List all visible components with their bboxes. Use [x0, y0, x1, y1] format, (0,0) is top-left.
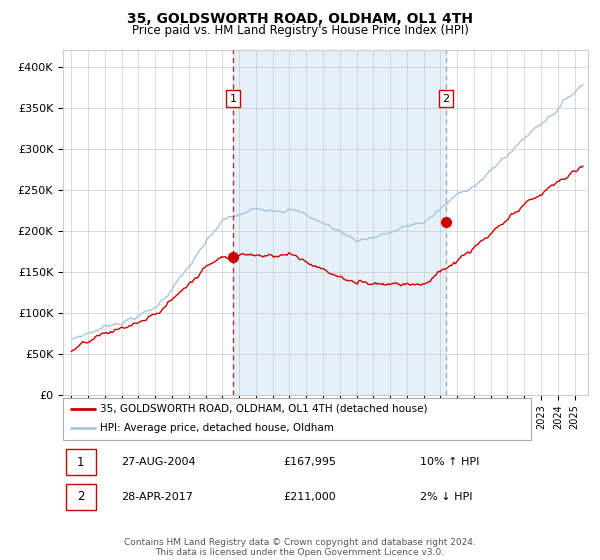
- Text: £211,000: £211,000: [284, 492, 336, 502]
- Text: Contains HM Land Registry data © Crown copyright and database right 2024.
This d: Contains HM Land Registry data © Crown c…: [124, 538, 476, 557]
- Text: 2% ↓ HPI: 2% ↓ HPI: [420, 492, 473, 502]
- Text: HPI: Average price, detached house, Oldham: HPI: Average price, detached house, Oldh…: [100, 423, 334, 433]
- Bar: [233, 50, 446, 395]
- Text: Price paid vs. HM Land Registry's House Price Index (HPI): Price paid vs. HM Land Registry's House …: [131, 24, 469, 36]
- FancyBboxPatch shape: [65, 449, 96, 475]
- Text: 35, GOLDSWORTH ROAD, OLDHAM, OL1 4TH: 35, GOLDSWORTH ROAD, OLDHAM, OL1 4TH: [127, 12, 473, 26]
- Text: 10% ↑ HPI: 10% ↑ HPI: [420, 457, 479, 467]
- Text: 35, GOLDSWORTH ROAD, OLDHAM, OL1 4TH (detached house): 35, GOLDSWORTH ROAD, OLDHAM, OL1 4TH (de…: [100, 404, 428, 414]
- Text: 2: 2: [77, 491, 85, 503]
- Text: 2: 2: [442, 94, 449, 104]
- Text: 28-APR-2017: 28-APR-2017: [121, 492, 193, 502]
- Text: 1: 1: [77, 455, 85, 469]
- Text: 27-AUG-2004: 27-AUG-2004: [121, 457, 196, 467]
- FancyBboxPatch shape: [63, 398, 531, 440]
- Text: £167,995: £167,995: [284, 457, 337, 467]
- Text: 1: 1: [230, 94, 237, 104]
- FancyBboxPatch shape: [65, 484, 96, 510]
